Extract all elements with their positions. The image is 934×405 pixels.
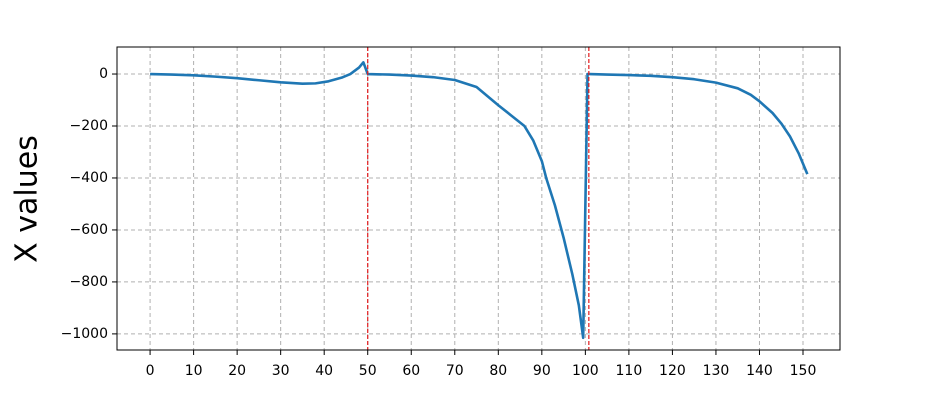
x-tick-label: 150 xyxy=(790,363,817,379)
x-tick-label: 140 xyxy=(746,363,773,379)
y-tick-label: −600 xyxy=(70,222,108,238)
x-tick-label: 100 xyxy=(572,363,599,379)
y-tick-label: 0 xyxy=(99,66,108,82)
x-tick-label: 120 xyxy=(659,363,686,379)
plot-frame xyxy=(116,46,841,351)
y-tick-label: −200 xyxy=(70,118,108,134)
x-tick-label: 50 xyxy=(359,363,377,379)
y-axis-label: X values xyxy=(10,135,45,263)
x-tick-label: 0 xyxy=(146,363,155,379)
x-tick-label: 40 xyxy=(315,363,333,379)
y-tick-label: −800 xyxy=(70,274,108,290)
x-tick-label: 30 xyxy=(272,363,290,379)
x-tick-label: 20 xyxy=(228,363,246,379)
x-tick-label: 110 xyxy=(616,363,643,379)
data-line xyxy=(150,61,809,340)
x-tick-label: 90 xyxy=(533,363,551,379)
x-tick-label: 130 xyxy=(703,363,730,379)
x-tick-label: 60 xyxy=(402,363,420,379)
y-tick-label: −1000 xyxy=(61,326,108,342)
x-tick-label: 10 xyxy=(185,363,203,379)
x-tick-label: 70 xyxy=(446,363,464,379)
x-tick-label: 80 xyxy=(489,363,507,379)
y-tick-label: −400 xyxy=(70,170,108,186)
